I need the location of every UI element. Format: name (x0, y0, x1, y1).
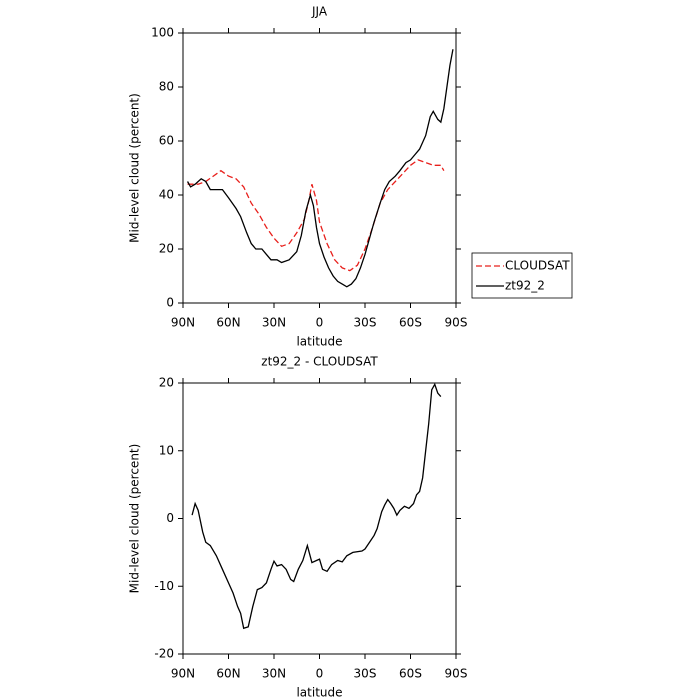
y-tick-label: 100 (151, 26, 174, 40)
y-tick-label: 20 (159, 376, 174, 390)
x-tick-label: 60N (216, 316, 240, 330)
chart-title: JJA (311, 5, 328, 19)
x-tick-label: 30S (354, 316, 377, 330)
x-tick-label: 30N (262, 667, 286, 681)
x-tick-label: 30S (354, 667, 377, 681)
x-tick-label: 60N (216, 667, 240, 681)
x-tick-label: 90N (171, 316, 195, 330)
legend-label: CLOUDSAT (505, 259, 570, 273)
y-tick-label: 80 (159, 80, 174, 94)
series-line (191, 382, 442, 630)
y-axis-label: Mid-level cloud (percent) (128, 444, 142, 594)
y-tick-label: 0 (166, 296, 174, 310)
y-tick-label: 20 (159, 242, 174, 256)
y-tick-label: 40 (159, 188, 174, 202)
y-tick-label: -10 (154, 579, 174, 593)
y-tick-label: 0 (166, 511, 174, 525)
y-tick-label: 60 (159, 134, 174, 148)
legend-box (471, 252, 573, 299)
plot-frame (182, 32, 457, 304)
x-tick-label: 60S (399, 316, 422, 330)
y-tick-label: 10 (159, 443, 174, 457)
plot-frame (182, 382, 457, 655)
series-line (186, 49, 454, 288)
x-tick-label: 90N (171, 667, 195, 681)
x-tick-label: 0 (316, 316, 324, 330)
y-tick-label: -20 (154, 647, 174, 661)
x-tick-label: 90S (445, 667, 468, 681)
series-line (187, 159, 445, 272)
x-axis-label: latitude (296, 686, 342, 700)
x-tick-label: 60S (399, 667, 422, 681)
chart-title: zt92_2 - CLOUDSAT (261, 355, 378, 369)
x-tick-label: 90S (445, 316, 468, 330)
legend-label: zt92_2 (505, 279, 545, 293)
y-axis-label: Mid-level cloud (percent) (128, 93, 142, 243)
x-tick-label: 0 (316, 667, 324, 681)
x-axis-label: latitude (296, 335, 342, 349)
x-tick-label: 30N (262, 316, 286, 330)
